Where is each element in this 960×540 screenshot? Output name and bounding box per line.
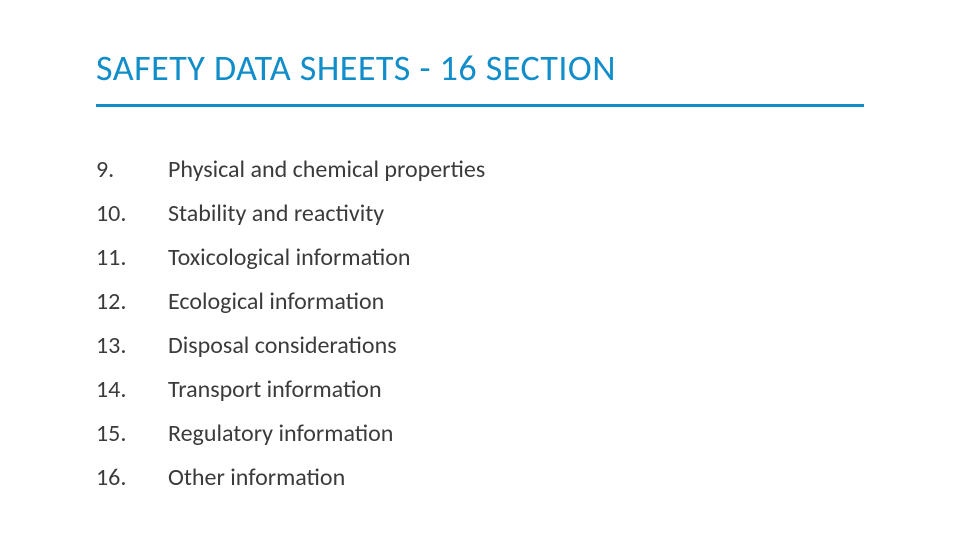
item-number: 14. [96,375,168,404]
item-number: 13. [96,331,168,360]
item-label: Other information [168,463,345,492]
item-label: Stability and reactivity [168,199,384,228]
item-number: 12. [96,287,168,316]
item-label: Toxicological information [168,243,411,272]
item-number: 9. [96,155,168,184]
list-item: 10. Stability and reactivity [96,199,864,228]
slide: SAFETY DATA SHEETS - 16 SECTION 9. Physi… [0,0,960,540]
list-item: 13. Disposal considerations [96,331,864,360]
list-item: 9. Physical and chemical properties [96,155,864,184]
page-title: SAFETY DATA SHEETS - 16 SECTION [96,46,864,90]
item-number: 11. [96,243,168,272]
list-item: 14. Transport information [96,375,864,404]
item-number: 10. [96,199,168,228]
item-label: Physical and chemical properties [168,155,485,184]
list-item: 15. Regulatory information [96,419,864,448]
list-item: 11. Toxicological information [96,243,864,272]
list-item: 12. Ecological information [96,287,864,316]
item-label: Regulatory information [168,419,393,448]
item-label: Ecological information [168,287,384,316]
item-label: Disposal considerations [168,331,397,360]
list-item: 16. Other information [96,463,864,492]
section-list: 9. Physical and chemical properties 10. … [96,155,864,492]
item-number: 16. [96,463,168,492]
item-number: 15. [96,419,168,448]
title-underline [96,104,864,107]
item-label: Transport information [168,375,382,404]
